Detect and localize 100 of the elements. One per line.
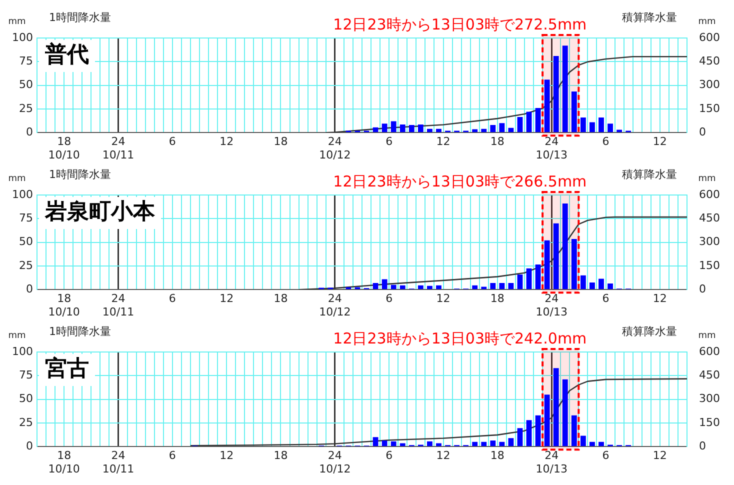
y-tick-label: 100 <box>12 30 33 44</box>
text: mm <box>698 17 716 27</box>
chart-title: 普代 <box>44 42 89 68</box>
bar <box>436 128 442 132</box>
bar <box>408 125 414 132</box>
y2-tick-label: 150 <box>699 258 720 272</box>
text: mm <box>698 174 716 184</box>
x-tick-label: 18 10/10 <box>48 449 80 476</box>
x-tick-label: 12 <box>436 292 450 306</box>
y2-tick-label: 450 <box>699 212 720 225</box>
y-tick-label: 50 <box>18 235 33 248</box>
x-tick-label: 24 10/11 <box>102 449 134 476</box>
x-tick-label: 12 <box>220 449 234 462</box>
x-tick-label: 24 10/12 <box>319 449 351 476</box>
y2-tick-label: 450 <box>699 54 720 68</box>
y2-tick-label: 0 <box>699 282 706 296</box>
bar <box>544 394 550 446</box>
y2-tick-label: 600 <box>699 30 720 44</box>
bar <box>427 128 432 132</box>
y-tick-label: 50 <box>18 392 33 406</box>
bar <box>535 415 541 446</box>
bar <box>490 440 496 446</box>
bar <box>382 124 388 132</box>
bar <box>571 91 577 132</box>
x-tick-label: 18 10/10 <box>48 292 80 318</box>
x-tick-label: 6 <box>602 135 610 148</box>
bar <box>481 442 487 446</box>
bar <box>608 124 613 132</box>
x-tick-label: 18 <box>490 135 504 148</box>
y2-tick-label: 600 <box>699 188 720 201</box>
bar <box>499 442 505 446</box>
bar <box>427 441 432 446</box>
x-tick-label: 18 10/10 <box>48 135 80 162</box>
x-tick-label: 24 10/11 <box>102 135 134 162</box>
x-tick-label: 12 <box>220 135 234 148</box>
bar <box>598 442 604 446</box>
bar <box>382 440 388 446</box>
bar <box>481 128 487 132</box>
x-tick-label: 6 <box>168 449 176 462</box>
y-axis-title: 1時間降水量 <box>48 168 111 181</box>
bar <box>436 443 442 446</box>
bar <box>490 125 496 132</box>
bar <box>526 112 532 132</box>
x-tick-label: 18 <box>274 449 288 462</box>
bar <box>535 108 541 132</box>
bar <box>590 122 595 132</box>
x-tick-label: 18 <box>274 135 288 148</box>
x-tick-label: 24 10/12 <box>319 292 351 318</box>
bar <box>390 121 396 132</box>
bar <box>508 438 514 446</box>
y2-tick-label: 450 <box>699 368 720 382</box>
bar <box>400 124 406 132</box>
y-tick-label: 0 <box>26 125 33 138</box>
y-tick-label: 0 <box>26 282 33 296</box>
chart-title: 宮古 <box>44 356 89 382</box>
text: mm <box>8 331 26 341</box>
x-tick-label: 24 10/13 <box>536 292 568 318</box>
bar <box>598 117 604 132</box>
y-tick-label: 75 <box>18 54 33 68</box>
x-tick-label: 24 10/11 <box>102 292 134 318</box>
bar <box>499 123 505 132</box>
bar <box>372 127 378 132</box>
y2-tick-label: 0 <box>699 439 706 452</box>
y-tick-label: 0 <box>26 439 33 452</box>
x-tick-label: 6 <box>386 135 393 148</box>
y-tick-label: 100 <box>12 344 33 358</box>
bar <box>372 437 378 446</box>
x-tick-label: 6 <box>168 292 176 306</box>
y-axis-title: 1時間降水量 <box>48 11 111 24</box>
y2-tick-label: 300 <box>699 235 720 248</box>
bar <box>400 443 406 446</box>
y2-tick-label: 150 <box>699 416 720 429</box>
x-tick-label: 12 <box>220 292 234 306</box>
band-label: 12日23時から13日03時で272.5mm <box>333 15 587 34</box>
y2-axis-title: 積算降水量 <box>622 11 678 24</box>
bar <box>580 117 586 132</box>
y-axis-title: 1時間降水量 <box>48 325 111 338</box>
y-tick-label: 100 <box>12 188 33 201</box>
y-tick-label: 75 <box>18 212 33 225</box>
x-tick-label: 18 <box>274 292 288 306</box>
text: mm <box>8 174 26 184</box>
bar <box>562 46 568 132</box>
y-tick-label: 50 <box>18 78 33 92</box>
bar <box>517 428 523 446</box>
y-tick-label: 75 <box>18 368 33 382</box>
bar <box>562 379 568 446</box>
bar <box>390 441 396 446</box>
x-tick-label: 12 <box>652 292 667 306</box>
chart-title: 岩泉町小本 <box>44 200 156 225</box>
y2-tick-label: 0 <box>699 125 706 138</box>
x-tick-label: 6 <box>386 449 393 462</box>
bar <box>590 442 595 446</box>
text: mm <box>8 17 26 27</box>
x-tick-label: 6 <box>386 292 393 306</box>
y2-tick-label: 300 <box>699 78 720 92</box>
y2-tick-label: 600 <box>699 344 720 358</box>
bar <box>517 116 523 132</box>
x-tick-label: 12 <box>652 135 667 148</box>
bar <box>418 124 424 132</box>
x-tick-label: 24 10/12 <box>319 135 351 162</box>
